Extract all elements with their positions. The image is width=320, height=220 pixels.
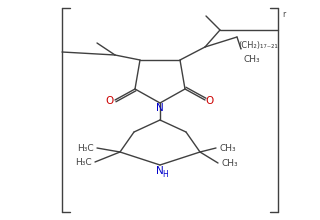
Text: N: N (156, 103, 164, 113)
Text: H₃C: H₃C (77, 143, 94, 152)
Text: H: H (162, 169, 168, 178)
Text: CH₃: CH₃ (221, 158, 238, 167)
Text: r: r (282, 9, 286, 18)
Text: O: O (106, 96, 114, 106)
Text: H₃C: H₃C (76, 158, 92, 167)
Text: CH₃: CH₃ (219, 143, 236, 152)
Text: CH₃: CH₃ (243, 55, 260, 64)
Text: (CH₂)₁₇₋₂₁: (CH₂)₁₇₋₂₁ (238, 40, 278, 50)
Text: O: O (206, 96, 214, 106)
Text: N: N (156, 166, 164, 176)
